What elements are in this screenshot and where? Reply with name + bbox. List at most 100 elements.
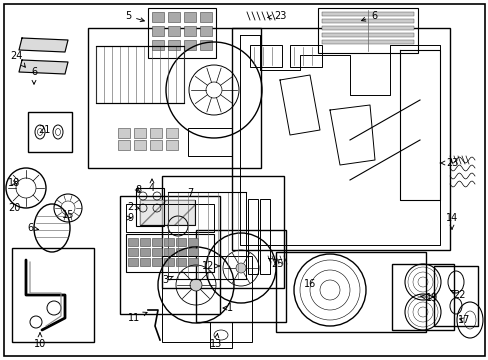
Bar <box>187 238 198 246</box>
Bar <box>128 248 138 256</box>
Bar <box>140 248 150 256</box>
Polygon shape <box>19 38 68 52</box>
Bar <box>200 40 212 50</box>
Text: 6: 6 <box>361 11 376 21</box>
Bar <box>275 252 425 332</box>
Text: 25: 25 <box>268 258 284 269</box>
Bar <box>231 28 449 250</box>
Bar <box>183 12 196 22</box>
Text: 16: 16 <box>303 279 315 289</box>
Text: 2: 2 <box>126 202 139 212</box>
Bar <box>152 26 163 36</box>
Bar <box>126 234 214 272</box>
Bar <box>183 40 196 50</box>
Bar <box>148 8 216 58</box>
Bar <box>140 258 150 266</box>
Text: 4: 4 <box>149 179 155 193</box>
Bar <box>187 248 198 256</box>
Text: 11: 11 <box>128 312 147 323</box>
Text: 5: 5 <box>124 11 144 22</box>
Text: 19: 19 <box>420 293 437 303</box>
Bar <box>200 12 212 22</box>
Bar <box>168 12 180 22</box>
Text: 6: 6 <box>31 67 37 84</box>
Bar <box>165 140 178 150</box>
Text: 8: 8 <box>135 185 141 195</box>
Bar <box>321 19 413 23</box>
Bar <box>163 248 174 256</box>
Bar <box>134 140 146 150</box>
Text: 22: 22 <box>450 290 465 300</box>
Bar <box>134 128 146 138</box>
Bar <box>321 33 413 37</box>
Bar <box>128 258 138 266</box>
Text: 17: 17 <box>457 315 469 325</box>
Bar <box>187 258 198 266</box>
Bar <box>162 176 284 288</box>
Text: 3: 3 <box>162 275 173 285</box>
Bar <box>209 322 231 348</box>
Bar <box>150 128 162 138</box>
Bar <box>183 26 196 36</box>
Bar <box>120 196 220 314</box>
Circle shape <box>190 279 202 291</box>
Bar <box>260 199 269 274</box>
Bar <box>118 140 130 150</box>
Bar <box>162 256 251 342</box>
Bar <box>433 266 477 326</box>
Bar <box>289 45 321 67</box>
Bar <box>321 12 413 16</box>
Circle shape <box>236 263 245 273</box>
Text: 18: 18 <box>8 178 20 188</box>
Bar <box>28 112 72 152</box>
Bar <box>163 238 174 246</box>
Text: 24: 24 <box>10 51 25 67</box>
Text: 13: 13 <box>209 333 222 349</box>
Polygon shape <box>19 60 68 74</box>
Text: 23: 23 <box>439 158 457 168</box>
Text: 21: 21 <box>38 125 50 135</box>
Text: 6: 6 <box>27 223 39 233</box>
Bar <box>152 258 162 266</box>
Bar <box>176 238 185 246</box>
Bar <box>118 128 130 138</box>
Bar <box>150 140 162 150</box>
Bar <box>391 264 453 330</box>
Bar <box>152 248 162 256</box>
Bar <box>128 238 138 246</box>
Bar <box>196 230 285 322</box>
Bar <box>165 128 178 138</box>
Text: 20: 20 <box>8 203 20 213</box>
Text: 7: 7 <box>186 188 193 198</box>
Bar <box>176 258 185 266</box>
Bar <box>126 204 214 232</box>
Bar <box>140 238 150 246</box>
Bar <box>187 128 231 156</box>
Bar <box>317 8 417 53</box>
Bar <box>163 258 174 266</box>
Text: 15: 15 <box>61 210 74 220</box>
Text: 9: 9 <box>127 213 133 223</box>
Bar <box>321 40 413 44</box>
Bar <box>249 45 282 67</box>
Bar <box>152 12 163 22</box>
Text: 1: 1 <box>223 303 233 313</box>
Bar <box>136 188 163 226</box>
Text: 10: 10 <box>34 333 46 349</box>
Bar <box>200 26 212 36</box>
Bar <box>168 192 245 279</box>
Bar <box>88 28 261 168</box>
Bar <box>176 248 185 256</box>
Bar <box>140 200 195 225</box>
Bar <box>96 46 183 103</box>
Bar <box>321 26 413 30</box>
Bar <box>168 26 180 36</box>
Bar <box>152 238 162 246</box>
Text: 12: 12 <box>202 261 219 271</box>
Bar <box>12 248 94 342</box>
Bar <box>140 200 195 225</box>
Bar <box>152 40 163 50</box>
Bar <box>168 40 180 50</box>
Text: 23: 23 <box>267 11 285 21</box>
Text: 14: 14 <box>445 213 457 229</box>
